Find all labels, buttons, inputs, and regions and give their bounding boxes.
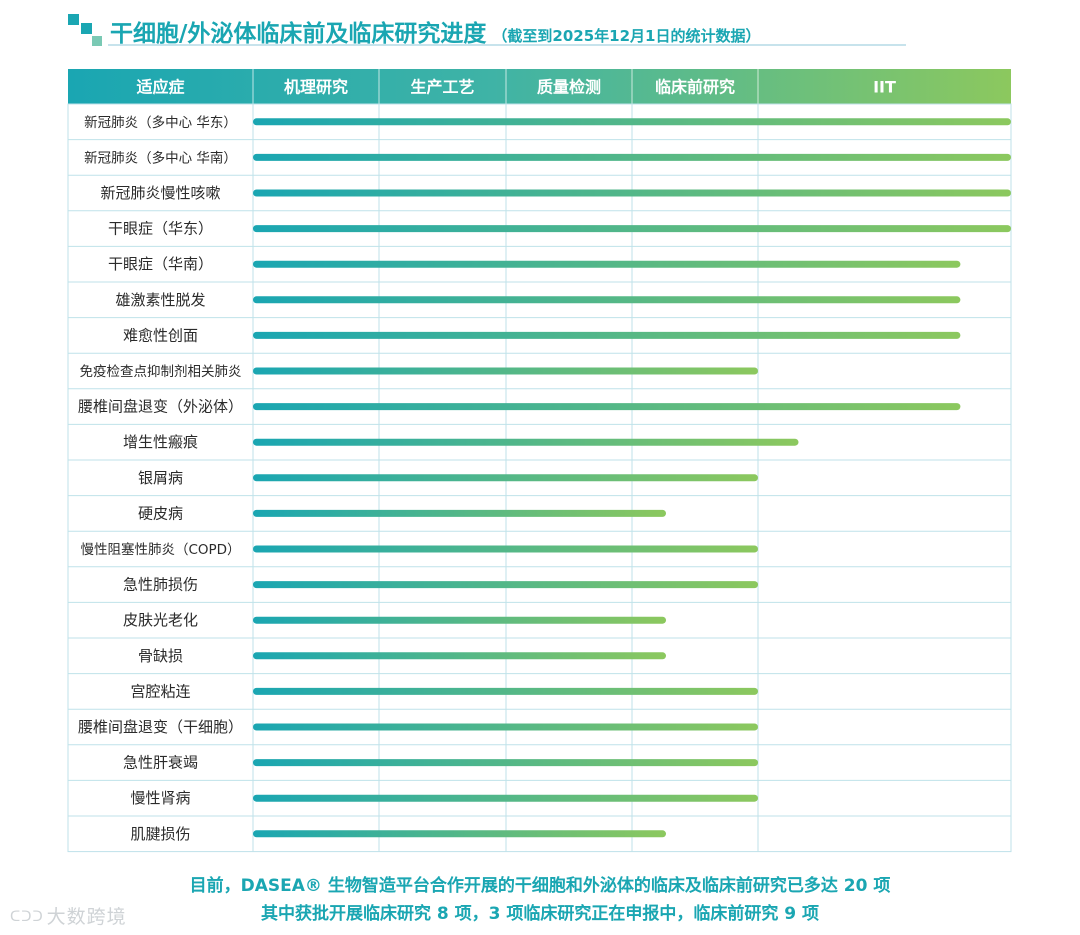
row-label-19: 急性肝衰竭 — [123, 754, 198, 772]
row-label-15: 皮肤光老化 — [123, 611, 198, 629]
watermark: ᑕᑐᑐ 大数跨境 — [10, 902, 127, 929]
progress-bar-8 — [253, 367, 758, 375]
page-title-main: 干细胞/外泌体临床前及临床研究进度 — [110, 21, 487, 47]
row-label-4: 干眼症（华东） — [108, 220, 213, 238]
header-stage-1: 机理研究 — [284, 78, 348, 97]
progress-bar-13 — [253, 545, 758, 553]
progress-bar-3 — [253, 189, 1011, 197]
title-underline — [108, 44, 906, 46]
row-label-8: 免疫检查点抑制剂相关肺炎 — [80, 364, 242, 380]
row-label-9: 腰椎间盘退变（外泌体） — [78, 398, 243, 416]
row-label-10: 增生性瘢痕 — [123, 433, 198, 451]
progress-bar-18 — [253, 723, 758, 731]
progress-bar-9 — [253, 403, 961, 411]
row-label-12: 硬皮病 — [138, 504, 183, 522]
row-label-18: 腰椎间盘退变（干细胞） — [78, 718, 243, 736]
header-band — [68, 69, 1011, 104]
progress-bar-11 — [253, 474, 758, 482]
title-block: 干细胞/外泌体临床前及临床研究进度 （截至到2025年12月1日的统计数据） — [68, 10, 908, 48]
progress-bar-7 — [253, 331, 961, 339]
watermark-text: 大数跨境 — [46, 906, 127, 928]
progress-bar-19 — [253, 759, 758, 767]
grid-frame — [67, 103, 1012, 853]
page-title: 干细胞/外泌体临床前及临床研究进度 （截至到2025年12月1日的统计数据） — [110, 14, 760, 48]
header-stage-5: IIT — [873, 78, 896, 97]
page-subtitle: （截至到2025年12月1日的统计数据） — [492, 27, 761, 45]
progress-bar-17 — [253, 687, 758, 695]
row-label-1: 新冠肺炎（多中心 华东） — [84, 114, 237, 131]
progress-bar-4 — [253, 225, 1011, 233]
watermark-logo-icon: ᑕᑐᑐ — [10, 909, 44, 925]
progress-bar-20 — [253, 794, 758, 802]
header-indication: 适应症 — [136, 78, 184, 97]
footnote-line-2: 其中获批开展临床研究 8 项，3 项临床研究正在申报中，临床前研究 9 项 — [260, 904, 820, 924]
header-stage-4: 临床前研究 — [655, 78, 735, 97]
progress-bar-6 — [253, 296, 961, 304]
row-label-14: 急性肺损伤 — [123, 576, 198, 594]
header-stage-2: 生产工艺 — [410, 78, 474, 97]
progress-bar-5 — [253, 260, 961, 268]
progress-bar-21 — [253, 830, 667, 838]
progress-bar-2 — [253, 153, 1011, 161]
footnote-line-1: 目前，DASEA® 生物智造平台合作开展的干细胞和外泌体的临床及临床前研究已多达… — [189, 876, 891, 896]
brand-squares-icon — [68, 14, 102, 46]
row-label-2: 新冠肺炎（多中心 华南） — [84, 149, 237, 166]
row-label-17: 宫腔粘连 — [130, 682, 190, 700]
progress-bar-14 — [253, 581, 758, 589]
row-label-7: 难愈性创面 — [123, 326, 198, 344]
progress-bar-10 — [253, 438, 799, 446]
progress-bar-16 — [253, 652, 667, 660]
row-label-11: 银屑病 — [138, 469, 183, 487]
row-label-5: 干眼症（华南） — [108, 255, 213, 273]
row-label-3: 新冠肺炎慢性咳嗽 — [100, 184, 220, 202]
header-stage-3: 质量检测 — [537, 78, 601, 97]
progress-bar-1 — [253, 118, 1011, 126]
row-label-16: 骨缺损 — [138, 647, 183, 665]
row-label-20: 慢性肾病 — [130, 789, 190, 807]
row-label-21: 肌腱损伤 — [130, 825, 190, 843]
progress-bar-12 — [253, 509, 667, 517]
row-label-13: 慢性阻塞性肺炎（COPD） — [80, 541, 240, 558]
progress-bar-15 — [253, 616, 667, 624]
row-label-6: 雄激素性脱发 — [115, 291, 205, 309]
